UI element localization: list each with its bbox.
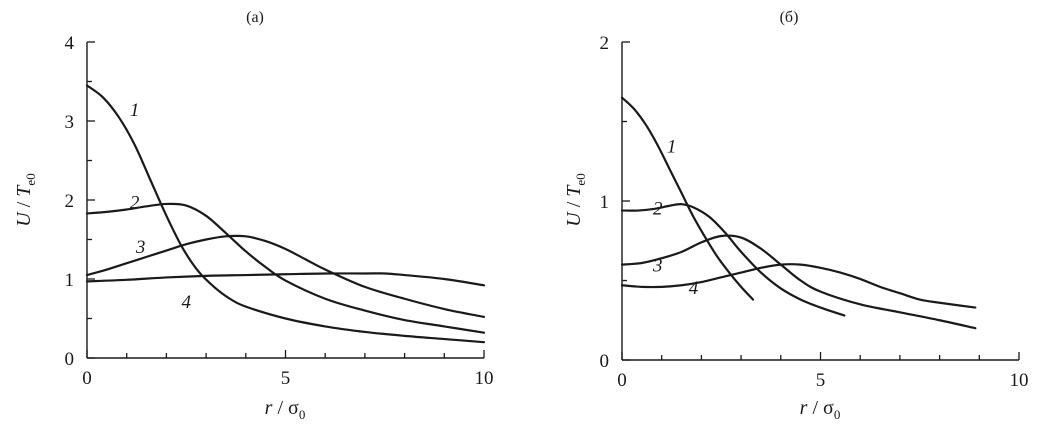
x-axis-label: r / σ0 xyxy=(800,397,841,422)
x-tick-label: 10 xyxy=(475,368,494,389)
x-tick-label: 0 xyxy=(82,368,92,389)
series-1-line xyxy=(620,96,755,301)
x-tick-label: 0 xyxy=(617,370,627,391)
series-1-label: 1 xyxy=(667,136,677,157)
series-4-label: 4 xyxy=(689,278,699,299)
y-tick-label: 2 xyxy=(600,33,610,54)
y-tick-label: 0 xyxy=(600,351,610,372)
panel-title: (a) xyxy=(246,9,264,26)
x-axis-label: r / σ0 xyxy=(265,397,306,422)
series-4-line xyxy=(85,272,486,287)
series-1-line xyxy=(85,84,486,344)
series-2-label: 2 xyxy=(653,198,663,219)
x-tick-label: 10 xyxy=(1010,370,1029,391)
series-3-label: 3 xyxy=(652,256,663,277)
y-tick-label: 1 xyxy=(600,192,610,213)
series-3-line xyxy=(620,234,977,330)
series-2-line xyxy=(620,203,846,317)
y-tick-label: 4 xyxy=(65,33,75,54)
x-tick-label: 5 xyxy=(281,368,291,389)
series-2-label: 2 xyxy=(130,193,140,214)
series-3-line xyxy=(85,234,486,319)
panel-title: (б) xyxy=(780,9,799,26)
y-tick-label: 0 xyxy=(65,349,75,370)
y-axis-label: U / Te0 xyxy=(563,173,588,226)
series-4-line xyxy=(620,263,977,309)
series-3-label: 3 xyxy=(135,237,146,258)
series-1-label: 1 xyxy=(130,100,140,121)
y-tick-label: 2 xyxy=(65,191,75,212)
y-tick-label: 3 xyxy=(65,112,75,133)
x-tick-label: 5 xyxy=(816,370,826,391)
y-tick-label: 1 xyxy=(65,270,75,291)
series-4-label: 4 xyxy=(182,292,192,313)
y-axis-label: U / Te0 xyxy=(13,173,38,226)
panel-b: 0 1 2 0 5 10 (б) r / σ0 U / Te0 1 2 3 4 xyxy=(563,9,1029,422)
series-2-line xyxy=(85,202,486,334)
panel-a: 0 1 2 3 4 0 5 10 (a) r / σ0 U / Te0 1 2 3 4 xyxy=(13,9,494,422)
